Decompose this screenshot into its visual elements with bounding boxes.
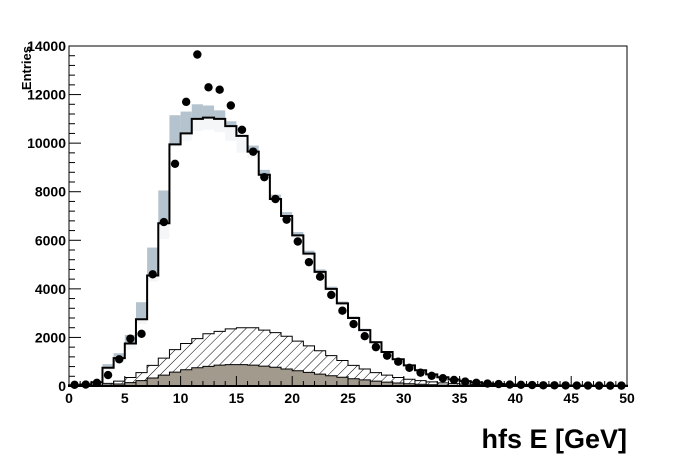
data-point [338,306,347,315]
data-point [360,332,369,341]
data-point [81,380,90,389]
data-point [505,380,515,389]
x-tick-label: 30 [396,390,412,406]
data-point [260,172,269,182]
x-tick-label: 0 [65,390,73,406]
data-point [315,272,325,281]
data-point [193,50,202,59]
x-tick-label: 10 [173,390,189,406]
x-axis-title: hfs E [GeV] [481,424,627,454]
data-point [304,257,314,267]
data-point [561,381,570,390]
data-point [438,374,448,383]
y-tick-label: 10000 [27,135,66,151]
y-axis-title: Entries [19,46,34,90]
data-point [550,381,559,390]
x-tick-label: 35 [452,390,468,406]
data-point [394,357,403,366]
data-point [103,370,113,380]
data-point [170,159,180,168]
y-tick-label: 4000 [35,281,66,297]
x-tick-label: 5 [121,390,129,406]
data-point [405,363,414,372]
data-point [126,334,135,343]
data-point [226,101,236,110]
data-point [472,378,481,388]
y-tick-label: 14000 [27,38,66,54]
y-tick-label: 12000 [27,87,66,103]
uncertainty-band-bin [135,302,148,325]
data-point [137,329,146,338]
data-point [92,378,102,388]
data-point [539,381,548,390]
data-point [148,270,157,279]
data-point [449,375,459,385]
uncertainty-band-bin [180,111,192,141]
data-point [293,237,302,246]
data-point [516,380,526,389]
y-tick-label: 0 [58,378,66,394]
data-point [115,355,124,364]
data-point [237,125,247,134]
data-point [527,380,537,390]
uncertainty-band-bin [191,104,203,131]
data-point [181,97,191,107]
x-tick-label: 25 [340,390,356,406]
data-point [371,342,381,352]
x-tick-label: 50 [619,390,635,406]
data-point [416,368,425,377]
y-tick-label: 2000 [35,329,66,345]
x-tick-label: 40 [508,390,524,406]
uncertainty-band-bin [169,115,181,147]
data-point [349,319,358,329]
data-point [282,215,291,224]
data-point [427,371,436,380]
y-tick-label: 8000 [35,184,66,200]
data-point [248,147,258,156]
data-point [271,194,280,204]
data-point [460,377,470,386]
data-point [204,83,213,92]
x-tick-label: 45 [563,390,579,406]
data-point [483,379,492,388]
x-tick-label: 20 [284,390,300,406]
x-tick-label: 15 [229,390,245,406]
axes-group: 0 5 10 15 20 25 30 35 40 45 50 0 2000 4000 6000 8000 100… [27,38,635,406]
data-point [159,217,169,227]
data-point [215,85,224,94]
uncertainty-band-bin [147,247,159,282]
y-tick-label: 6000 [35,232,66,248]
data-point [327,290,336,300]
uncertainty-band-bin [158,190,170,240]
data-point [494,379,503,389]
mc-total-fill [69,117,627,387]
data-point [382,351,392,360]
data-point [70,380,79,389]
